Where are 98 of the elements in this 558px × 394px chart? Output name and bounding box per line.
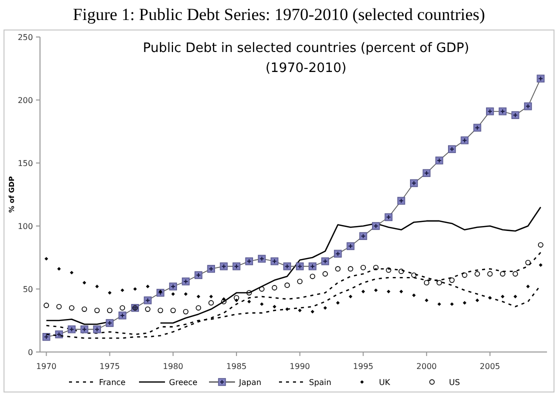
- point: [348, 294, 352, 298]
- point: [68, 305, 74, 311]
- point: [120, 305, 126, 311]
- point: [323, 306, 327, 310]
- point: [386, 290, 390, 294]
- point: [449, 277, 455, 283]
- point: [94, 308, 100, 314]
- legend-label: France: [99, 378, 126, 387]
- point: [272, 304, 276, 308]
- point: [196, 305, 202, 311]
- point: [538, 263, 542, 267]
- point: [360, 264, 366, 270]
- point: [183, 308, 188, 314]
- point: [525, 260, 531, 266]
- point: [424, 280, 430, 286]
- y-tick-label: 250: [18, 33, 33, 42]
- point: [57, 267, 61, 271]
- y-tick-label: 100: [18, 222, 33, 231]
- point: [475, 298, 480, 302]
- point: [298, 308, 302, 312]
- point: [450, 302, 454, 306]
- point: [373, 264, 379, 270]
- text: Public Debt in selected countries (percent of GDP) (1970-2010): [142, 41, 470, 76]
- line-series: [46, 252, 542, 336]
- legend-label: Greece: [169, 378, 198, 387]
- point: [44, 302, 50, 308]
- point: [297, 278, 303, 284]
- legend-label: Spain: [309, 378, 332, 387]
- point: [221, 298, 226, 304]
- x-tick-label: 1985: [226, 362, 247, 371]
- point: [348, 266, 354, 272]
- legend-label: Japan: [238, 378, 262, 387]
- point: [538, 242, 544, 248]
- point: [411, 272, 417, 278]
- point: [284, 282, 290, 288]
- point: [260, 302, 264, 306]
- x-tick-label: 1970: [36, 362, 57, 371]
- chart-title: Figure 1: Public Debt Series: 1970-2010 (selected countries): [72, 5, 486, 24]
- x-tick-label: 1995: [353, 362, 374, 371]
- point: [488, 296, 492, 300]
- point: [437, 302, 442, 306]
- legend-label: US: [449, 378, 460, 387]
- x-tick-label: 2000: [416, 362, 437, 371]
- point: [335, 266, 341, 272]
- point: [82, 280, 86, 284]
- point: [310, 310, 314, 314]
- point: [145, 306, 150, 312]
- point: [158, 308, 164, 314]
- point: [272, 285, 278, 290]
- point: [246, 290, 252, 296]
- point: [247, 300, 251, 304]
- point: [170, 308, 176, 314]
- point: [209, 294, 213, 298]
- point: [70, 270, 74, 274]
- point: [500, 271, 506, 277]
- y-tick-label: 0: [28, 348, 33, 357]
- point: [336, 301, 340, 305]
- point: [107, 308, 112, 314]
- point: [386, 267, 392, 273]
- point: [462, 301, 466, 305]
- point: [133, 287, 137, 291]
- point: [487, 271, 493, 277]
- point: [436, 280, 442, 286]
- point: [56, 304, 62, 310]
- legend-label: UK: [379, 378, 391, 387]
- point: [82, 306, 88, 312]
- y-tick-label: 200: [18, 96, 33, 105]
- point: [526, 284, 530, 288]
- point: [462, 272, 468, 278]
- point: [310, 274, 316, 280]
- point: [171, 292, 175, 296]
- x-tick-label: 1980: [162, 362, 184, 371]
- x-tick-label: 1990: [290, 362, 310, 371]
- point: [412, 294, 416, 298]
- point: [108, 290, 112, 295]
- point: [361, 290, 366, 294]
- y-tick-label: 150: [18, 159, 33, 168]
- point: [95, 284, 99, 288]
- point: [208, 300, 214, 306]
- point: [424, 298, 428, 302]
- point: [259, 286, 265, 292]
- x-tick-label: 1975: [100, 362, 120, 371]
- point: [514, 294, 518, 298]
- point: [322, 271, 328, 277]
- point: [120, 288, 124, 292]
- y-tick-label: 50: [22, 285, 33, 294]
- point: [399, 290, 404, 294]
- point: [474, 271, 480, 277]
- point: [398, 268, 404, 274]
- point: [500, 294, 504, 298]
- point: [512, 271, 518, 277]
- point: [196, 294, 200, 298]
- x-tick-label: 2005: [480, 362, 500, 371]
- point: [285, 307, 289, 311]
- point: [146, 284, 150, 288]
- point: [44, 256, 48, 261]
- point: [184, 292, 188, 296]
- point: [374, 288, 378, 292]
